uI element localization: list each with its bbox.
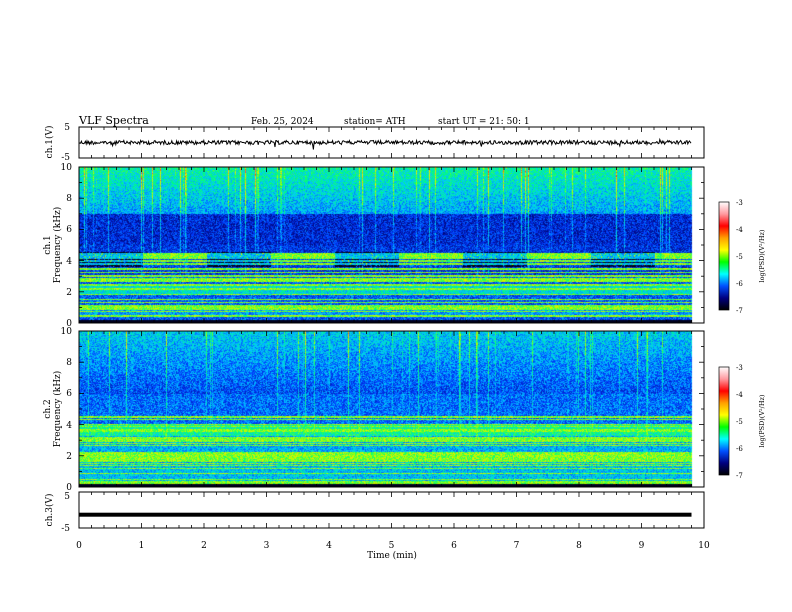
spec2-ytick: 8 — [66, 358, 72, 368]
spec2-ytick: 6 — [66, 389, 72, 399]
ch2-spectrogram-image — [79, 331, 704, 487]
ch3-waveform-line — [79, 512, 692, 517]
colorbar-ch1-tick: -4 — [736, 226, 743, 234]
colorbar-ch2-bar — [718, 366, 730, 476]
x-tick-label: 0 — [76, 541, 82, 551]
spec1-ylabel-channel: ch.1 — [43, 235, 53, 254]
axis-tick-marks — [78, 127, 705, 528]
ch1-ylabel: ch.1(V) — [44, 126, 55, 159]
ch1-spectrogram-panel: 10 8 6 4 2 0 ch.1 Frequency (kHz) — [43, 163, 705, 329]
spec2-ylabel-frequency: Frequency (kHz) — [52, 371, 63, 448]
spec1-ylabel-frequency: Frequency (kHz) — [52, 207, 63, 284]
spec1-ytick: 10 — [61, 163, 73, 173]
x-tick-label: 6 — [451, 541, 457, 551]
colorbar-ch1-tick: -5 — [736, 253, 743, 261]
ch3-waveform-frame — [78, 491, 705, 529]
figure-title: VLF Spectra — [78, 114, 149, 127]
ch1-ytick-bottom: -5 — [61, 153, 70, 163]
x-tick-label: 7 — [514, 541, 520, 551]
colorbar-ch1-tick: -6 — [736, 280, 743, 288]
date-label: Feb. 25, 2024 — [251, 117, 314, 127]
spec2-ytick: 10 — [61, 327, 73, 337]
station-label: station= ATH — [344, 117, 406, 127]
colorbar-ch2: -3 -4 -5 -6 -7 log(PSD)(V²/Hz) — [718, 364, 766, 480]
x-tick-label: 4 — [326, 541, 332, 551]
ch2-spectrogram-yticks: 10 8 6 4 2 0 — [61, 327, 73, 493]
x-tick-label: 2 — [201, 541, 207, 551]
spec2-ytick: 2 — [66, 452, 72, 462]
ch1-spectrogram-image — [79, 167, 704, 323]
ch1-waveform-line — [78, 137, 692, 150]
x-tick-label: 5 — [389, 541, 395, 551]
spec1-ytick: 2 — [66, 288, 72, 298]
start-time-label: start UT = 21: 50: 1 — [438, 117, 530, 127]
x-tick-label: 8 — [576, 541, 582, 551]
ch1-ytick-top: 5 — [64, 123, 70, 133]
colorbar-ch1: -3 -4 -5 -6 -7 log(PSD)(V²/Hz) — [718, 199, 766, 315]
ch1-waveform-panel: 5 -5 ch.1(V) — [44, 123, 705, 163]
spec2-ytick: 0 — [66, 483, 72, 493]
colorbar-ch1-label: log(PSD)(V²/Hz) — [758, 229, 766, 282]
ch3-ylabel: ch.3(V) — [44, 494, 55, 527]
colorbar-ch2-tick: -7 — [736, 472, 743, 480]
ch3-ytick-bottom: -5 — [61, 524, 70, 534]
colorbar-ch2-tick: -3 — [736, 364, 743, 372]
x-tick-label: 1 — [139, 541, 145, 551]
colorbar-ch1-tick: -7 — [736, 307, 743, 315]
colorbar-ch1-bar — [718, 201, 730, 311]
ch1-spectrogram-yticks: 10 8 6 4 2 0 — [61, 163, 73, 329]
spec1-ytick: 8 — [66, 194, 72, 204]
spec1-ytick: 4 — [66, 257, 72, 267]
spec2-ylabel-channel: ch.2 — [43, 399, 53, 418]
colorbar-ch2-tick: -4 — [736, 391, 743, 399]
x-tick-label: 9 — [639, 541, 645, 551]
ch3-waveform-panel: 5 -5 ch.3(V) — [44, 491, 705, 534]
x-axis: 0 1 2 3 4 5 6 7 8 9 10 Time (min) — [76, 541, 710, 561]
x-tick-label: 3 — [264, 541, 270, 551]
colorbar-ch1-tick: -3 — [736, 199, 743, 207]
spec2-ytick: 4 — [66, 421, 72, 431]
x-axis-label: Time (min) — [367, 550, 417, 561]
ch3-ytick-top: 5 — [64, 492, 70, 502]
colorbar-ch2-tick: -5 — [736, 418, 743, 426]
colorbar-ch2-label: log(PSD)(V²/Hz) — [758, 394, 766, 447]
x-tick-label: 10 — [698, 541, 710, 551]
spec1-ytick: 6 — [66, 225, 72, 235]
colorbar-ch2-tick: -6 — [736, 445, 743, 453]
ch2-spectrogram-panel: 10 8 6 4 2 0 ch.2 Frequency (kHz) — [43, 327, 705, 493]
spec1-ytick: 0 — [66, 319, 72, 329]
